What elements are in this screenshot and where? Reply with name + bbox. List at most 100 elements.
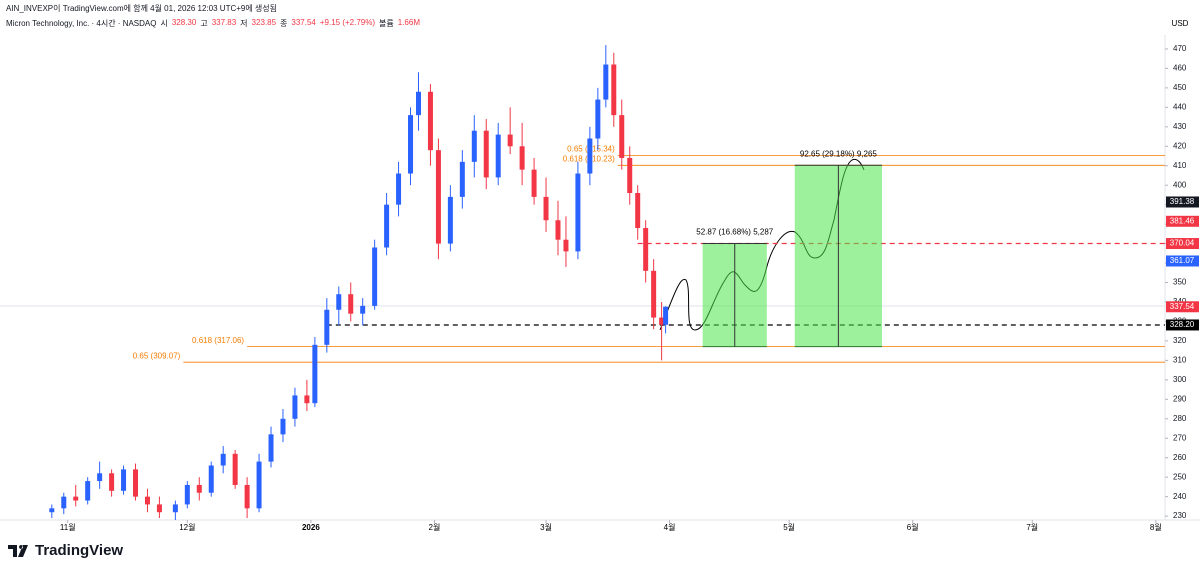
candle-body	[471, 130, 477, 162]
candle-body	[611, 64, 617, 116]
symbol-legend: Micron Technology, Inc. · 4시간 · NASDAQ 시 3…	[6, 18, 420, 29]
candle-body	[427, 91, 433, 151]
candle-body	[663, 306, 669, 325]
price-tag	[1166, 238, 1199, 250]
candle-body	[603, 64, 609, 100]
ohlc-label: 고	[200, 19, 208, 28]
y-tick-label: 350	[1173, 278, 1187, 287]
price-tag	[1166, 196, 1199, 208]
ohlc-label: 종	[280, 19, 288, 28]
y-tick-label: 250	[1173, 472, 1187, 481]
ohlc-label: 시	[160, 19, 168, 28]
y-tick-label: 320	[1173, 336, 1187, 345]
candle-body	[555, 220, 561, 240]
candle-body	[292, 395, 298, 419]
x-tick-label: 6월	[907, 522, 919, 532]
x-tick-label: 8월	[1150, 522, 1162, 532]
candle-body	[372, 247, 378, 306]
candle-body	[348, 294, 354, 314]
change: +9.15 (+2.79%)	[319, 18, 376, 27]
y-tick-label: 450	[1173, 83, 1187, 92]
x-tick-label: 7월	[1026, 522, 1038, 532]
candle-body	[208, 465, 214, 493]
candle-body	[85, 481, 91, 501]
candle-body	[324, 309, 330, 345]
candle-body	[156, 504, 162, 513]
x-tick-label: 12월	[179, 522, 195, 532]
brand-logo	[8, 544, 28, 557]
candle-body	[447, 196, 453, 244]
candle-body	[531, 169, 537, 197]
candle-body	[312, 344, 318, 404]
level-label: 0.618 (317.06)	[192, 336, 244, 345]
brand-name: TradingView	[35, 542, 124, 559]
price-tag-label: 361.07	[1170, 256, 1195, 265]
y-tick-label: 300	[1173, 375, 1187, 384]
y-tick-label: 420	[1173, 141, 1187, 150]
ohlc-value: 337.83	[211, 18, 237, 27]
brand: TradingView	[8, 542, 123, 559]
y-tick-label: 410	[1173, 161, 1187, 170]
candle-body	[563, 239, 569, 252]
candle-body	[133, 469, 139, 497]
candle-body	[61, 496, 67, 509]
candle-body	[507, 134, 513, 147]
y-tick-label: 280	[1173, 414, 1187, 423]
price-tag	[1166, 301, 1199, 313]
x-tick-label: 5월	[783, 522, 795, 532]
candle-body	[483, 130, 489, 178]
price-tag-label: 328.20	[1170, 320, 1195, 329]
price-tag-label: 337.54	[1170, 302, 1195, 311]
candle-body	[659, 317, 665, 325]
candle-body	[232, 453, 238, 485]
candle-body	[244, 484, 250, 509]
candle-body	[495, 134, 501, 178]
candle-body	[304, 395, 310, 404]
price-tag	[1166, 215, 1199, 227]
candle-body	[415, 91, 421, 116]
y-tick-label: 230	[1173, 511, 1187, 520]
credit: AIN_INVEXP이 TradingView.com에 함께 4월 01, 2…	[6, 4, 278, 13]
volume-value: 1.66M	[397, 18, 420, 27]
candle-body	[184, 484, 190, 505]
candle-body	[360, 305, 366, 314]
y-tick-label: 270	[1173, 433, 1187, 442]
candle-body	[49, 508, 55, 513]
candle-body	[459, 161, 465, 197]
candle-body	[543, 196, 549, 221]
x-tick-label: 4월	[664, 522, 676, 532]
x-tick-label: 11월	[60, 522, 76, 532]
y-tick-label: 470	[1173, 44, 1187, 53]
y-tick-label: 440	[1173, 102, 1187, 111]
candle-body	[384, 204, 390, 248]
candle-body	[435, 150, 441, 244]
price-tag	[1166, 255, 1199, 267]
x-tick-label: 2월	[429, 522, 441, 532]
candle-body	[519, 146, 525, 170]
ohlc-value: 337.54	[291, 18, 316, 27]
candle-body	[109, 473, 115, 491]
y-tick-label: 400	[1173, 180, 1187, 189]
projection-label: 52.87 (16.68%) 5,287	[696, 228, 773, 237]
y-tick-label: 240	[1173, 492, 1187, 501]
candle-body	[73, 496, 79, 501]
candle-body	[396, 173, 402, 205]
price-tag-label: 370.04	[1170, 239, 1195, 248]
ohlc-value: 328.30	[171, 18, 197, 27]
candle-body	[256, 461, 262, 509]
candle-body	[336, 294, 342, 310]
candle-body	[268, 434, 274, 462]
ohlc-label: 저	[240, 19, 248, 28]
candle-body	[172, 504, 178, 513]
ohlc-value: 323.85	[251, 18, 277, 27]
candle-body	[635, 192, 641, 229]
x-tick-label: 3월	[540, 522, 552, 532]
candle-body	[408, 115, 414, 174]
candle-body	[97, 473, 103, 482]
candle-body	[121, 469, 127, 491]
candle-body	[196, 484, 202, 493]
candle-body	[220, 453, 226, 466]
candle-body	[280, 418, 286, 435]
candle-body	[575, 173, 581, 252]
price-tag	[1166, 319, 1199, 331]
